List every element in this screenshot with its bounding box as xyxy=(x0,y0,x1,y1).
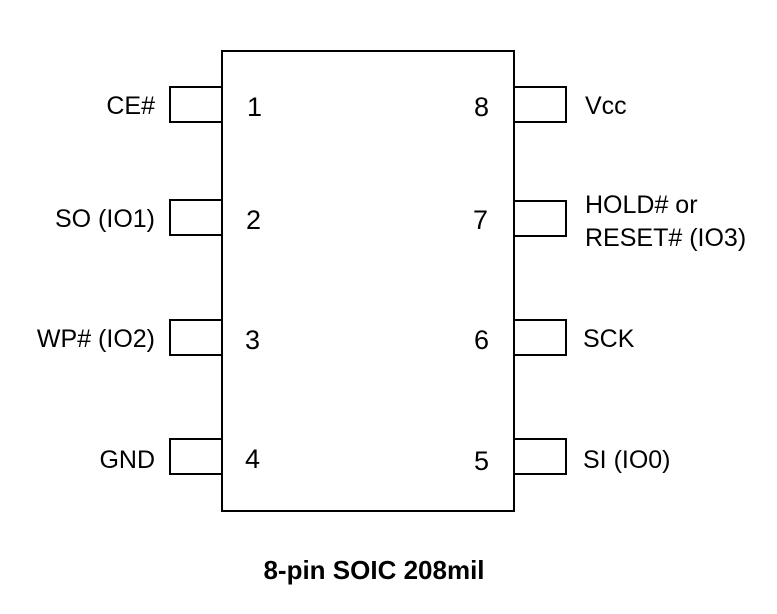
pin-lead-3 xyxy=(169,319,223,356)
pin-label-2: SO (IO1) xyxy=(55,205,155,233)
package-caption: 8-pin SOIC 208mil xyxy=(263,555,484,585)
pin-label-7-line2: RESET# (IO3) xyxy=(585,224,746,252)
pin-lead-2 xyxy=(169,199,223,236)
pin-number-1: 1 xyxy=(247,92,262,122)
pin-number-8: 8 xyxy=(474,92,489,122)
pin-label-4: GND xyxy=(99,446,155,474)
pin-lead-4 xyxy=(169,438,223,475)
pin-number-3: 3 xyxy=(245,325,260,355)
pin-label-1: CE# xyxy=(106,92,155,120)
pin-number-4: 4 xyxy=(245,444,260,474)
pin-lead-6 xyxy=(513,319,567,356)
pin-number-2: 2 xyxy=(246,205,261,235)
pin-lead-1 xyxy=(169,86,223,123)
pin-number-5: 5 xyxy=(474,446,489,476)
pin-label-8: Vcc xyxy=(585,92,627,120)
pin-lead-8 xyxy=(513,86,567,123)
pin-number-7: 7 xyxy=(473,205,488,235)
pin-label-3: WP# (IO2) xyxy=(37,325,155,353)
chip-body xyxy=(221,50,515,512)
pin-number-6: 6 xyxy=(474,325,489,355)
pin-label-5: SI (IO0) xyxy=(583,446,671,474)
pin-label-6: SCK xyxy=(583,325,635,353)
pin-lead-5 xyxy=(513,438,567,475)
pin-label-7-line1: HOLD# or xyxy=(585,191,698,219)
pin-lead-7 xyxy=(513,200,567,237)
